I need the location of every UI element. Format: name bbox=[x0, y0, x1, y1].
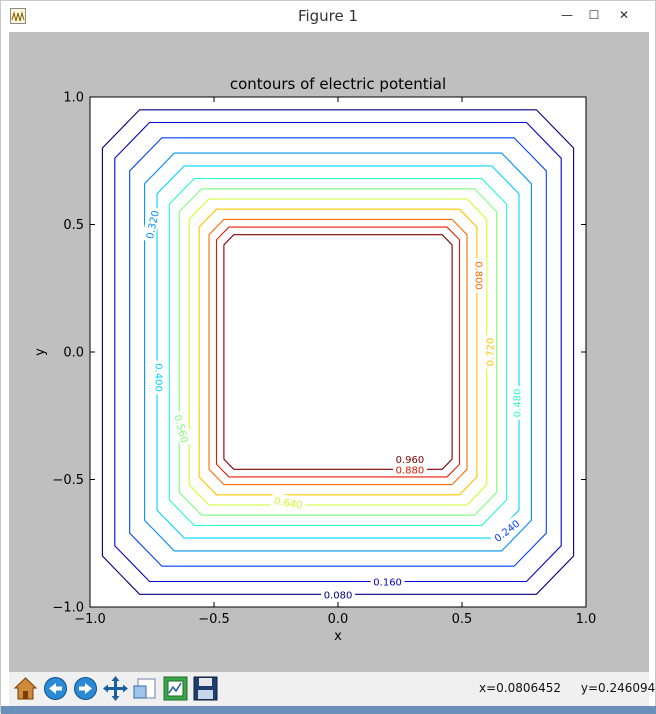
contour-label-text: 0.480 bbox=[513, 389, 524, 418]
home-icon bbox=[13, 677, 38, 700]
save-icon bbox=[193, 676, 218, 701]
forward-button[interactable] bbox=[71, 674, 100, 703]
contour-label-text: 0.640 bbox=[273, 496, 303, 512]
x-tick-label: −0.5 bbox=[198, 612, 230, 627]
contour-label: 0.640 bbox=[270, 492, 307, 512]
x-tick-label: −1.0 bbox=[74, 612, 106, 627]
plot-title: contours of electric potential bbox=[230, 75, 446, 93]
y-axis-label: y bbox=[33, 348, 48, 356]
zoom-button[interactable] bbox=[131, 674, 160, 703]
y-tick-label: −1.0 bbox=[52, 601, 84, 616]
contour-label: 0.080 bbox=[321, 587, 355, 601]
window-title: Figure 1 bbox=[297, 7, 359, 25]
minimize-button[interactable]: — bbox=[561, 8, 573, 22]
contour-line bbox=[223, 234, 453, 470]
contour-line bbox=[114, 121, 562, 583]
contour-label-text: 0.880 bbox=[396, 465, 425, 476]
contour-label-text: 0.800 bbox=[472, 261, 483, 290]
axis-ticks: −1.0 −0.5 0.0 0.5 1.0 −1.0 −0.5 0.0 0.5 1.0 bbox=[52, 91, 596, 628]
contour-line bbox=[178, 188, 498, 516]
taskbar-strip bbox=[1, 706, 656, 714]
y-tick-label: 0.5 bbox=[63, 218, 84, 233]
contour-line bbox=[215, 226, 461, 478]
back-icon bbox=[44, 677, 67, 700]
back-button[interactable] bbox=[41, 674, 70, 703]
title-bar: Figure 1 — ☐ ✕ bbox=[1, 1, 655, 32]
pan-icon bbox=[103, 676, 128, 701]
contour-line bbox=[198, 208, 478, 496]
y-tick-label: 0.0 bbox=[63, 346, 84, 361]
contour-line bbox=[129, 137, 547, 567]
x-axis-label: x bbox=[334, 629, 342, 644]
maximize-button[interactable]: ☐ bbox=[588, 8, 600, 22]
close-button[interactable]: ✕ bbox=[618, 8, 630, 22]
axes-area bbox=[90, 97, 586, 607]
contour-label: 0.800 bbox=[472, 258, 487, 293]
cursor-readout: x=0.0806452 y=0.246094 bbox=[479, 681, 656, 695]
contour-line bbox=[101, 109, 575, 595]
contour-label-text: 0.960 bbox=[396, 455, 425, 466]
x-tick-label: 1.0 bbox=[576, 612, 597, 627]
home-button[interactable] bbox=[11, 674, 40, 703]
contour-line bbox=[168, 178, 508, 526]
contour-label: 0.960 bbox=[392, 452, 427, 466]
x-tick-label: 0.0 bbox=[328, 612, 349, 627]
contour-label: 0.480 bbox=[509, 386, 524, 420]
contour-label: 0.720 bbox=[482, 335, 496, 369]
contour-line bbox=[208, 218, 468, 486]
subplots-icon bbox=[163, 676, 188, 701]
zoom-icon bbox=[133, 678, 156, 699]
contour-label: 0.880 bbox=[392, 462, 427, 476]
contour-plot: 0.0800.1600.2400.3200.4000.4800.5600.640… bbox=[33, 75, 596, 644]
contour-label-text: 0.400 bbox=[152, 363, 163, 392]
contour-label-text: 0.720 bbox=[485, 338, 496, 367]
navigation-toolbar: x=0.0806452 y=0.246094 bbox=[9, 672, 655, 706]
app-icon bbox=[10, 8, 26, 24]
y-tick-label: −0.5 bbox=[52, 473, 84, 488]
contour-line bbox=[188, 198, 488, 506]
forward-icon bbox=[74, 677, 97, 700]
contour-label-text: 0.080 bbox=[324, 590, 353, 601]
contour-lines bbox=[101, 109, 575, 595]
contour-label-text: 0.160 bbox=[373, 578, 402, 589]
x-tick-label: 0.5 bbox=[452, 612, 473, 627]
pan-button[interactable] bbox=[101, 674, 130, 703]
subplots-button[interactable] bbox=[161, 674, 190, 703]
x-readout: x=0.0806452 bbox=[479, 681, 562, 695]
contour-line bbox=[144, 152, 532, 552]
save-button[interactable] bbox=[191, 674, 220, 703]
y-readout: y=0.246094 bbox=[580, 681, 656, 695]
contour-label: 0.160 bbox=[370, 574, 405, 589]
y-tick-label: 1.0 bbox=[63, 91, 84, 106]
contour-label: 0.400 bbox=[152, 360, 167, 395]
